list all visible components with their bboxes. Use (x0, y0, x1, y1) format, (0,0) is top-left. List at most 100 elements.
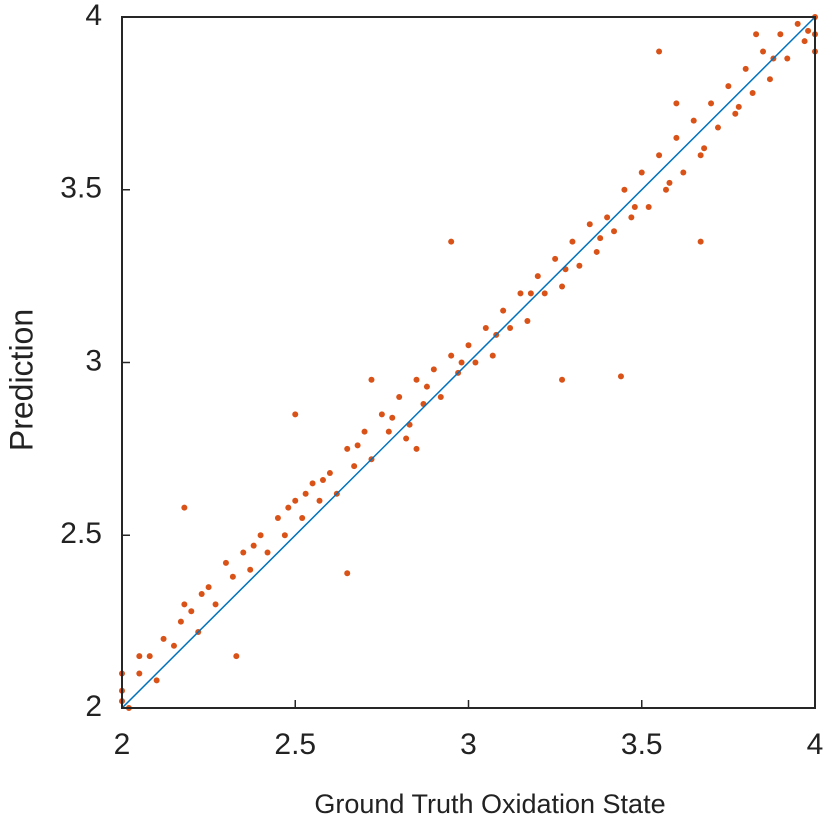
point (229, 573, 236, 580)
point (413, 376, 420, 383)
point (777, 31, 784, 38)
point (351, 463, 358, 470)
point (326, 470, 333, 477)
point (735, 103, 742, 110)
point (507, 324, 514, 331)
point (257, 532, 264, 539)
point (153, 677, 160, 684)
point (281, 532, 288, 539)
point (222, 559, 229, 566)
point (430, 366, 437, 373)
point (177, 618, 184, 625)
point (749, 90, 756, 97)
point (673, 134, 680, 141)
point (666, 179, 673, 186)
point (319, 476, 326, 483)
x-tick-label: 2.5 (274, 728, 316, 761)
point (316, 497, 323, 504)
point (472, 359, 479, 366)
point (559, 376, 566, 383)
y-tick-label: 2 (85, 690, 102, 723)
point (708, 100, 715, 107)
point (170, 642, 177, 649)
point (285, 504, 292, 511)
point (559, 283, 566, 290)
point (697, 238, 704, 245)
point (146, 653, 153, 660)
point (656, 48, 663, 55)
point (368, 376, 375, 383)
point (198, 590, 205, 597)
point (354, 442, 361, 449)
point (344, 570, 351, 577)
point (205, 584, 212, 591)
point (631, 204, 638, 211)
point (784, 55, 791, 62)
point (742, 65, 749, 72)
point (250, 542, 257, 549)
point (725, 83, 732, 90)
point (302, 490, 309, 497)
point (656, 152, 663, 159)
point (437, 394, 444, 401)
point (188, 608, 195, 615)
reference-line (121, 16, 816, 709)
point (576, 262, 583, 269)
point (801, 38, 808, 45)
y-tick-label: 2.5 (60, 517, 102, 550)
point (524, 318, 531, 325)
point (264, 549, 271, 556)
point (389, 414, 396, 421)
point (344, 445, 351, 452)
point (292, 497, 299, 504)
point (714, 124, 721, 131)
point (794, 20, 801, 27)
point (500, 307, 507, 314)
point (628, 214, 635, 221)
point (423, 383, 430, 390)
point (753, 31, 760, 38)
point (448, 352, 455, 359)
point (403, 435, 410, 442)
x-tick-label: 3.5 (621, 728, 663, 761)
point (385, 428, 392, 435)
point (233, 653, 240, 660)
point (597, 235, 604, 242)
x-tick-label: 4 (807, 728, 824, 761)
point (645, 204, 652, 211)
point (611, 228, 618, 235)
point (247, 566, 254, 573)
plot-frame (121, 16, 816, 709)
point (378, 411, 385, 418)
point (212, 601, 219, 608)
point (136, 653, 143, 660)
y-tick-label: 4 (85, 0, 102, 32)
point (617, 373, 624, 380)
point (517, 290, 524, 297)
x-axis-label: Ground Truth Oxidation State (314, 789, 665, 819)
point (465, 342, 472, 349)
point (240, 549, 247, 556)
point (489, 352, 496, 359)
point (136, 670, 143, 677)
x-tick-label: 2 (114, 728, 131, 761)
point (552, 255, 559, 262)
point (593, 248, 600, 255)
point (621, 186, 628, 193)
point (541, 290, 548, 297)
point (680, 169, 687, 176)
point (569, 238, 576, 245)
point (663, 186, 670, 193)
x-tick-label: 3 (460, 728, 477, 761)
point (482, 324, 489, 331)
point (534, 273, 541, 280)
point (766, 76, 773, 83)
point (181, 504, 188, 511)
point (697, 152, 704, 159)
point (701, 145, 708, 152)
point (638, 169, 645, 176)
point (396, 394, 403, 401)
y-tick-label: 3.5 (60, 172, 102, 205)
point (361, 428, 368, 435)
